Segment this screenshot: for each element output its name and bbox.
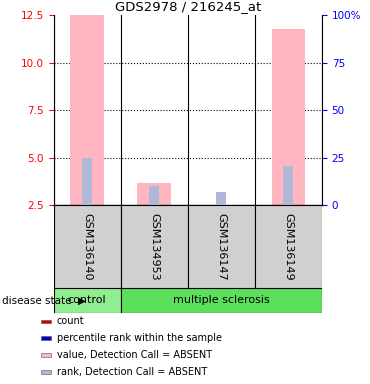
Text: percentile rank within the sample: percentile rank within the sample [57,333,222,343]
Text: multiple sclerosis: multiple sclerosis [173,295,270,306]
Bar [70,15,104,205]
Bar [54,288,121,313]
Text: GSM136147: GSM136147 [216,213,226,281]
Bar [41,336,51,340]
Bar [255,205,322,288]
Text: control: control [68,295,107,306]
Text: GSM136140: GSM136140 [82,213,92,280]
Bar [188,205,255,288]
Bar [121,205,188,288]
Text: rank, Detection Call = ABSENT: rank, Detection Call = ABSENT [57,367,207,377]
Bar [216,192,226,205]
Text: disease state  ▶: disease state ▶ [2,295,86,306]
Bar [54,205,121,288]
Text: GSM134953: GSM134953 [149,213,159,281]
Bar [41,353,51,357]
Text: count: count [57,316,84,326]
Bar [121,288,322,313]
Bar [272,29,305,205]
Bar [138,183,171,205]
Bar [41,370,51,374]
Text: value, Detection Call = ABSENT: value, Detection Call = ABSENT [57,350,212,360]
Bar [283,166,293,205]
Title: GDS2978 / 216245_at: GDS2978 / 216245_at [115,0,261,13]
Bar [149,187,159,205]
Bar [41,319,51,323]
Text: GSM136149: GSM136149 [283,213,293,281]
Bar [82,158,92,205]
